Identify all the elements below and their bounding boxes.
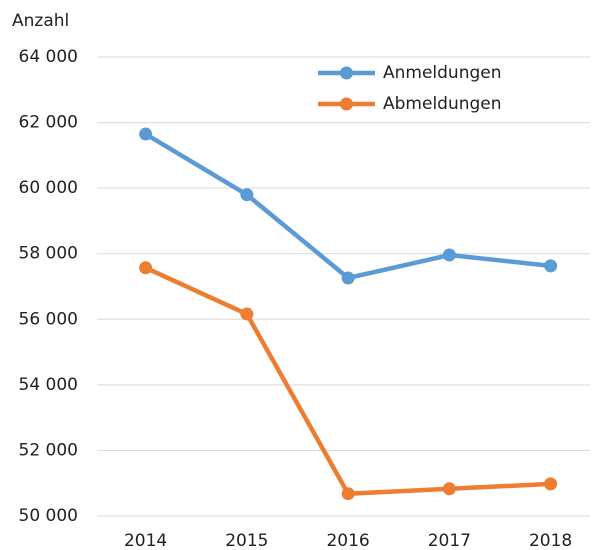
y-tick-label: 54 000 [19,375,78,395]
legend-label: Anmeldungen [383,63,502,83]
data-point [240,188,254,202]
data-point [341,271,355,285]
data-point [341,487,355,501]
x-tick-label: 2014 [124,531,167,550]
x-tick-label: 2018 [529,531,572,550]
x-tick-label: 2016 [326,531,369,550]
y-tick-label: 52 000 [19,440,78,460]
y-tick-label: 62 000 [19,113,78,133]
legend-marker [340,97,353,111]
data-point [139,127,153,141]
y-tick-label: 64 000 [19,47,78,67]
y-axis-title: Anzahl [12,11,69,31]
data-point [442,248,456,262]
data-point [544,477,558,491]
legend-marker [340,66,353,80]
series-line [144,132,551,281]
data-point [240,307,254,321]
data-point [139,261,153,275]
y-tick-label: 50 000 [19,506,78,526]
data-point [442,482,456,496]
y-tick-label: 60 000 [19,178,78,198]
x-tick-label: 2015 [225,531,268,550]
legend-label: Abmeldungen [383,94,502,114]
y-tick-label: 58 000 [19,244,78,264]
y-tick-label: 56 000 [19,309,78,329]
data-point [544,259,558,273]
series-line [144,265,551,496]
x-tick-label: 2017 [428,531,471,550]
